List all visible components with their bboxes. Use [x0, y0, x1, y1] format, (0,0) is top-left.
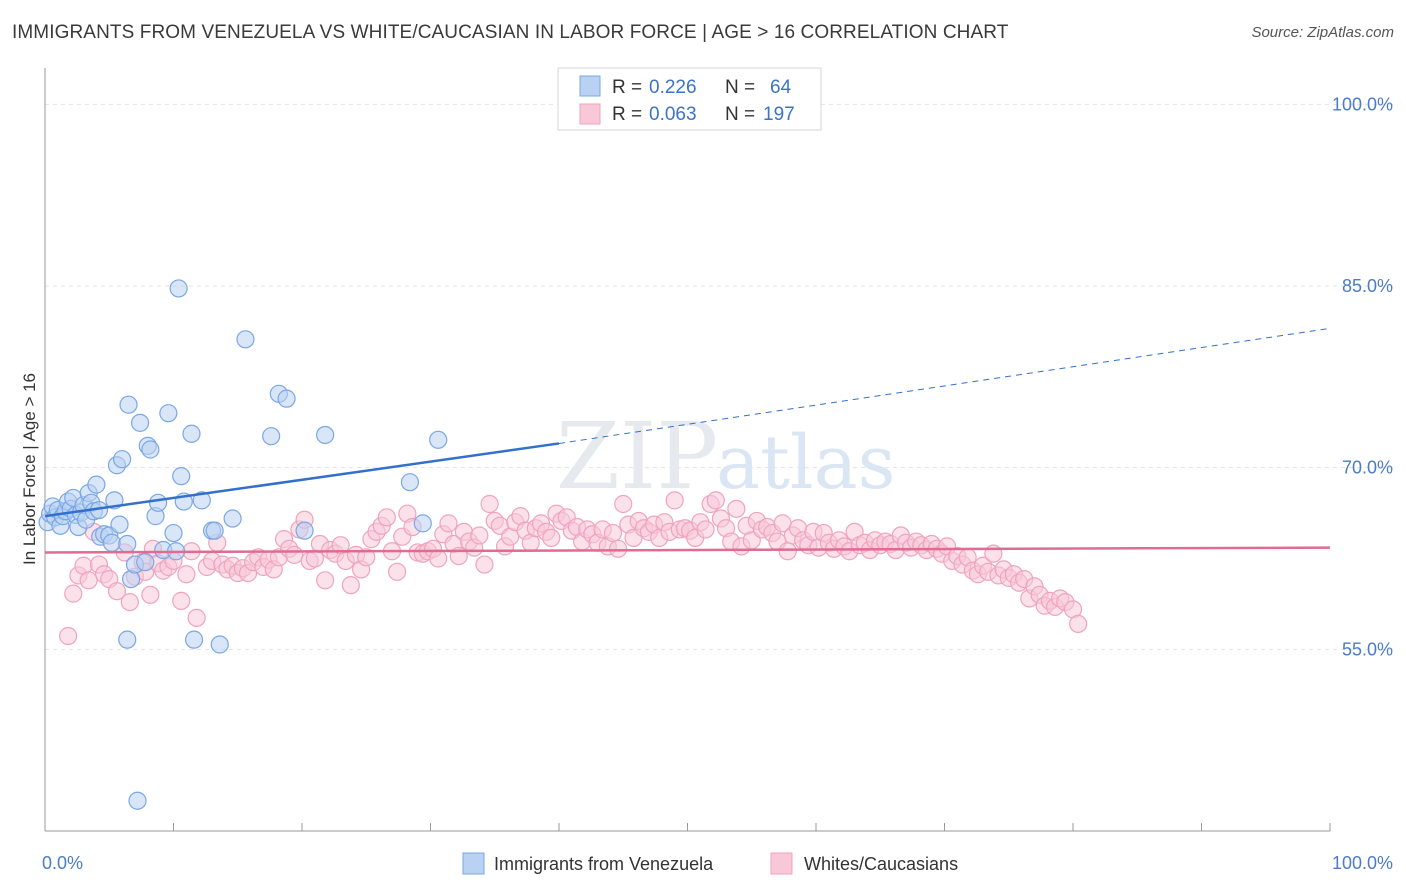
legend-n-value-2: 197 — [763, 104, 795, 125]
point-whites-138 — [778, 542, 797, 561]
y-axis-label: In Labor Force | Age > 16 — [20, 373, 39, 565]
legend-n-label-1: N = — [725, 77, 755, 98]
point-whites-80 — [480, 494, 499, 514]
point-whites-1 — [64, 584, 83, 603]
point-whites-22 — [177, 565, 196, 584]
point-venezuela-52 — [223, 509, 242, 528]
point-venezuela-56 — [277, 389, 296, 408]
point-venezuela-33 — [130, 413, 150, 432]
point-venezuela-41 — [164, 523, 183, 543]
point-whites-105 — [609, 539, 628, 558]
point-venezuela-36 — [141, 440, 160, 459]
point-whites-9 — [107, 582, 127, 601]
point-venezuela-57 — [295, 521, 314, 540]
point-venezuela-48 — [192, 491, 211, 510]
point-venezuela-27 — [110, 515, 129, 534]
point-whites-62 — [387, 562, 407, 581]
point-venezuela-63 — [118, 630, 137, 649]
legend-n-value-1: 64 — [770, 77, 792, 98]
chart-source: Source: ZipAtlas.com — [1251, 24, 1394, 41]
point-venezuela-28 — [112, 450, 132, 469]
point-venezuela-19 — [87, 475, 106, 494]
point-whites-0 — [59, 626, 78, 646]
chart-title: IMMIGRANTS FROM VENEZUELA VS WHITE/CAUCA… — [12, 22, 1009, 43]
y-tick-label-70: 70.0% — [1342, 458, 1393, 478]
trend-lines — [44, 327, 1331, 554]
legend-r-label-2: R = — [612, 104, 642, 125]
point-venezuela-51 — [210, 635, 229, 654]
point-whites-15 — [141, 585, 160, 604]
bottom-legend-swatch-venezuela — [462, 852, 485, 875]
point-venezuela-44 — [172, 467, 191, 486]
point-venezuela-59 — [128, 791, 147, 810]
point-venezuela-40 — [159, 404, 178, 423]
x-tick-label-max: 100.0% — [1332, 853, 1393, 873]
point-whites-53 — [341, 576, 360, 595]
point-venezuela-29 — [118, 534, 137, 554]
legend-n-label-2: N = — [725, 104, 755, 125]
point-venezuela-58 — [316, 425, 335, 445]
point-whites-24 — [187, 608, 206, 627]
point-whites-48 — [316, 571, 335, 590]
point-whites-70 — [429, 549, 448, 568]
point-whites-128 — [727, 499, 746, 518]
watermark-atlas: atlas — [716, 420, 896, 506]
bottom-legend: Immigrants from Venezuela Whites/Caucasi… — [462, 852, 958, 875]
point-whites-42 — [285, 545, 304, 564]
point-whites-122 — [696, 520, 715, 539]
point-whites-116 — [665, 491, 684, 510]
point-venezuela-47 — [184, 630, 204, 649]
point-venezuela-34 — [136, 553, 155, 572]
legend-swatch-venezuela — [579, 75, 601, 97]
trend-line-venezuela-extension — [558, 327, 1331, 444]
y-tick-label-85: 85.0% — [1342, 276, 1393, 296]
trend-line-whites — [44, 546, 1331, 554]
x-ticks — [44, 823, 1331, 831]
watermark-zip: ZIP — [556, 403, 718, 510]
point-venezuela-46 — [182, 424, 201, 443]
watermark: ZIP atlas — [556, 403, 896, 510]
point-whites-194 — [1069, 614, 1088, 634]
point-whites-4 — [79, 571, 98, 590]
trend-line-venezuela — [44, 442, 560, 518]
y-tick-label-55: 55.0% — [1342, 639, 1393, 659]
legend-r-value-2: 0.063 — [649, 104, 697, 125]
point-venezuela-50 — [205, 521, 224, 540]
point-whites-79 — [475, 555, 494, 574]
point-venezuela-24 — [102, 533, 121, 552]
point-whites-21 — [172, 591, 191, 610]
point-venezuela-43 — [169, 279, 188, 298]
x-tick-label-min: 0.0% — [42, 853, 83, 873]
point-venezuela-61 — [413, 514, 432, 533]
legend: R = 0.226 N = 64 R = 0.063 N = 197 — [557, 67, 822, 131]
point-whites-92 — [542, 528, 561, 548]
point-whites-78 — [470, 526, 489, 545]
point-venezuela-54 — [262, 427, 281, 446]
y-tick-label-100: 100.0% — [1332, 94, 1393, 114]
point-whites-72 — [439, 514, 458, 533]
legend-swatch-whites — [579, 103, 601, 125]
legend-box — [557, 67, 822, 131]
data-points — [38, 279, 1088, 810]
point-venezuela-30 — [119, 395, 138, 414]
point-venezuela-38 — [148, 493, 168, 512]
point-venezuela-60 — [400, 473, 420, 492]
bottom-legend-label-whites: Whites/Caucasians — [804, 854, 958, 874]
point-venezuela-53 — [236, 330, 255, 349]
y-tick-labels: 100.0% 85.0% 70.0% 55.0% — [1332, 94, 1393, 659]
point-whites-11 — [120, 592, 139, 612]
point-whites-60 — [377, 508, 396, 527]
point-whites-56 — [357, 548, 376, 567]
bottom-legend-label-venezuela: Immigrants from Venezuela — [494, 854, 714, 874]
point-whites-104 — [603, 523, 623, 543]
legend-r-value-1: 0.226 — [649, 77, 697, 98]
point-whites-106 — [614, 494, 633, 514]
point-whites-124 — [706, 491, 725, 510]
bottom-legend-swatch-whites — [770, 852, 793, 875]
point-venezuela-62 — [429, 430, 448, 449]
legend-r-label-1: R = — [612, 77, 642, 98]
